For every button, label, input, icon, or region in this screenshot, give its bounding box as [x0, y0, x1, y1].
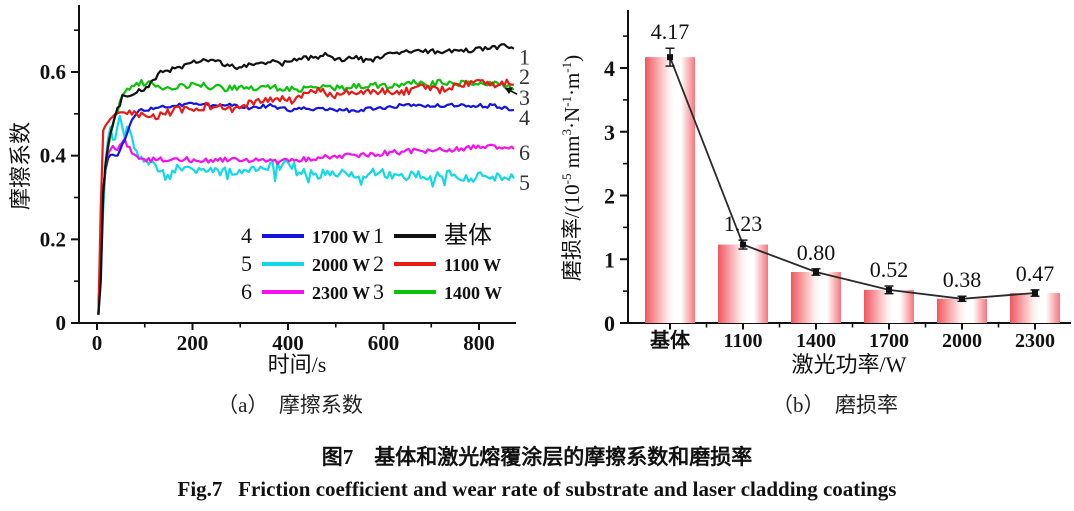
- x-tick-label: 0: [92, 331, 103, 355]
- x-axis-title: 激光功率/W: [792, 352, 907, 377]
- x-tick-label: 200: [177, 331, 209, 355]
- data-point-marker: [886, 286, 892, 293]
- x-category-label: 1100: [724, 330, 763, 352]
- data-point-marker: [1032, 290, 1038, 297]
- series-line-1-基体: [97, 43, 515, 315]
- legend-label: 1100 W: [444, 255, 501, 275]
- legend-series-number: 5: [241, 251, 252, 276]
- y-tick-label: 0.4: [40, 144, 67, 168]
- bar-2000: [937, 298, 987, 323]
- curve-end-label-6: 6: [519, 140, 530, 165]
- legend-series-number: 2: [373, 251, 384, 276]
- curve-end-label-4: 4: [519, 105, 530, 130]
- legend-series-number: 1: [373, 223, 384, 248]
- x-category-label: 2300: [1015, 330, 1055, 352]
- value-label-0.52: 0.52: [870, 257, 909, 282]
- bar-基体: [645, 57, 695, 323]
- series-line-4-1700 W: [97, 101, 515, 315]
- subcaption-b: （b） 磨损率: [772, 393, 898, 417]
- curve-end-label-5: 5: [519, 170, 530, 195]
- bar-1700: [864, 289, 914, 323]
- x-category-label: 2000: [942, 330, 982, 352]
- legend-series-number: 6: [241, 279, 252, 304]
- legend-series-number: 4: [241, 223, 252, 248]
- value-label-1.23: 1.23: [724, 211, 763, 236]
- value-label-0.38: 0.38: [943, 267, 982, 292]
- y-axis-title: 摩擦系数: [8, 122, 33, 210]
- value-label-0.80: 0.80: [797, 240, 836, 265]
- value-label-0.47: 0.47: [1016, 261, 1055, 286]
- series-line-6-2300 W: [97, 137, 515, 315]
- x-category-label: 1400: [796, 330, 836, 352]
- legend-label: 1400 W: [444, 283, 502, 303]
- wear-rate-chart: 0 1 2 3 4 基体 1100 1400 1700 2000 2300 4.17 1.23 0.80 0…: [559, 10, 1071, 377]
- y-tick-label: 3: [604, 120, 615, 145]
- subcaption-a: （a） 摩擦系数: [217, 393, 363, 417]
- value-label-4.17: 4.17: [651, 19, 690, 44]
- figure-caption-english: Fig.7 Friction coefficient and wear rate…: [177, 477, 897, 501]
- y-tick-label: 1: [604, 247, 615, 272]
- series-line-2-1100 W: [97, 78, 514, 315]
- x-tick-label: 600: [368, 331, 400, 355]
- y-axis-title: 磨损率/(10-5 mm3·N-1·m-1): [559, 55, 584, 281]
- y-tick-label: 0: [604, 311, 615, 336]
- x-axis-title: 时间/s: [268, 352, 327, 377]
- legend-label: 基体: [444, 222, 492, 249]
- legend-label: 2300 W: [312, 283, 370, 303]
- data-point-marker: [667, 54, 673, 61]
- bar-1400: [791, 272, 841, 323]
- y-tick-label: 2: [604, 184, 615, 209]
- y-tick-label: 4: [604, 56, 615, 81]
- trend-line: [669, 56, 1036, 300]
- x-category-label: 1700: [869, 330, 909, 352]
- x-category-label: 基体: [650, 328, 691, 352]
- bar-1100: [718, 244, 768, 323]
- x-tick-label: 800: [463, 331, 495, 355]
- curve-end-label-3: 3: [519, 85, 530, 110]
- legend-series-number: 3: [373, 279, 384, 304]
- bar-2300: [1010, 293, 1060, 323]
- curve-end-label-2: 2: [519, 64, 530, 89]
- data-point-marker: [959, 295, 965, 302]
- series-line-3-1400 W: [97, 78, 515, 315]
- x-tick-label: 400: [272, 331, 304, 355]
- figure-caption-chinese: 图7 基体和激光熔覆涂层的摩擦系数和磨损率: [321, 445, 753, 469]
- data-point-marker: [813, 269, 819, 275]
- curve-end-label-1: 1: [519, 45, 530, 70]
- legend-label: 2000 W: [312, 255, 370, 275]
- y-tick-label: 0.6: [40, 60, 66, 84]
- legend-label: 1700 W: [312, 227, 370, 247]
- y-tick-label: 0.2: [40, 227, 66, 251]
- end-label-arrow-head: [505, 87, 513, 95]
- series-line-5-2000 W: [97, 114, 515, 315]
- y-tick-label: 0: [56, 311, 67, 335]
- data-point-marker: [740, 241, 746, 248]
